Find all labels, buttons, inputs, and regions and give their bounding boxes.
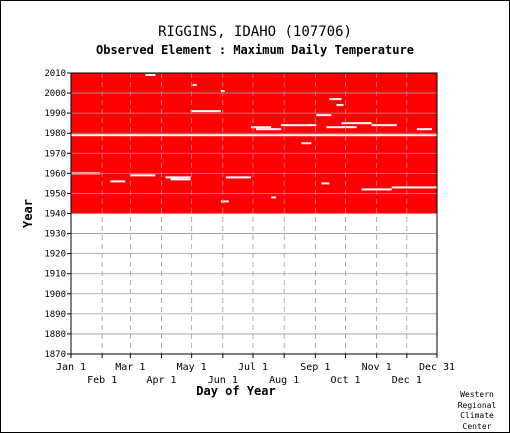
y-axis-title: Year [21, 199, 35, 228]
y-tick-label: 1920 [44, 250, 66, 260]
y-tick-label: 1980 [44, 129, 66, 139]
y-tick-label: 1990 [44, 109, 66, 119]
y-tick-label: 1870 [44, 350, 66, 360]
y-tick-label: 2010 [44, 69, 66, 79]
x-tick-label: Dec 1 [392, 375, 422, 386]
y-tick-label: 1960 [44, 169, 66, 179]
x-tick-label: Jul 1 [238, 362, 268, 373]
x-tick-label: Jan 1 [56, 362, 86, 373]
chart-title: RIGGINS, IDAHO (107706) [158, 24, 352, 40]
missing-gap [190, 110, 221, 113]
missing-gap [250, 126, 272, 129]
missing-gap [225, 176, 251, 179]
missing-gap [170, 178, 191, 181]
x-tick-label: Nov 1 [362, 362, 392, 373]
missing-gap [110, 180, 126, 183]
x-tick-label: May 1 [177, 362, 207, 373]
credit-line-2: Regional [457, 400, 497, 410]
y-tick-label: 1950 [44, 189, 66, 199]
x-tick-label: Feb 1 [87, 375, 117, 386]
wrcc-credit: Western Regional Climate Center [448, 390, 506, 432]
missing-gap [301, 142, 312, 145]
missing-gap [130, 174, 156, 177]
missing-gap [329, 98, 342, 101]
x-tick-label: Apr 1 [146, 375, 176, 386]
missing-gap [341, 122, 372, 125]
missing-gap [371, 124, 397, 127]
credit-line-3: Climate [460, 411, 494, 420]
x-tick-label: Oct 1 [330, 375, 360, 386]
x-axis-title: Day of Year [196, 384, 275, 398]
credit-line-1: Western [460, 390, 494, 399]
x-tick-label: Mar 1 [115, 362, 145, 373]
missing-gap [326, 126, 357, 129]
missing-gap [316, 114, 332, 117]
missing-gap [271, 196, 277, 199]
data-block [71, 73, 437, 214]
y-tick-label: 1890 [44, 310, 66, 320]
missing-gap [391, 186, 437, 189]
missing-gap [71, 134, 437, 137]
missing-gap [220, 200, 229, 203]
missing-gap [192, 84, 197, 87]
y-tick-label: 1970 [44, 149, 66, 159]
missing-gap [416, 128, 432, 131]
y-tick-label: 1940 [44, 210, 66, 220]
y-tick-label: 1930 [44, 230, 66, 240]
x-tick-label: Jun 1 [208, 375, 238, 386]
missing-gap [321, 182, 330, 185]
credit-line-4: Center [462, 421, 492, 431]
x-tick-label: Dec 31 [419, 362, 455, 373]
missing-gap [256, 128, 282, 131]
y-tick-label: 2000 [44, 89, 66, 99]
missing-gap [165, 176, 191, 179]
missing-gap [145, 74, 156, 77]
missing-gap [361, 188, 392, 191]
missing-gap [336, 104, 344, 107]
y-tick-label: 1900 [44, 290, 66, 300]
chart-subtitle: Observed Element : Maximum Daily Tempera… [96, 43, 414, 57]
x-tick-label: Sep 1 [300, 362, 330, 373]
y-tick-label: 1910 [44, 270, 66, 280]
x-tick-label: Aug 1 [269, 375, 299, 386]
y-tick-label: 1880 [44, 330, 66, 340]
missing-gap [281, 124, 317, 127]
